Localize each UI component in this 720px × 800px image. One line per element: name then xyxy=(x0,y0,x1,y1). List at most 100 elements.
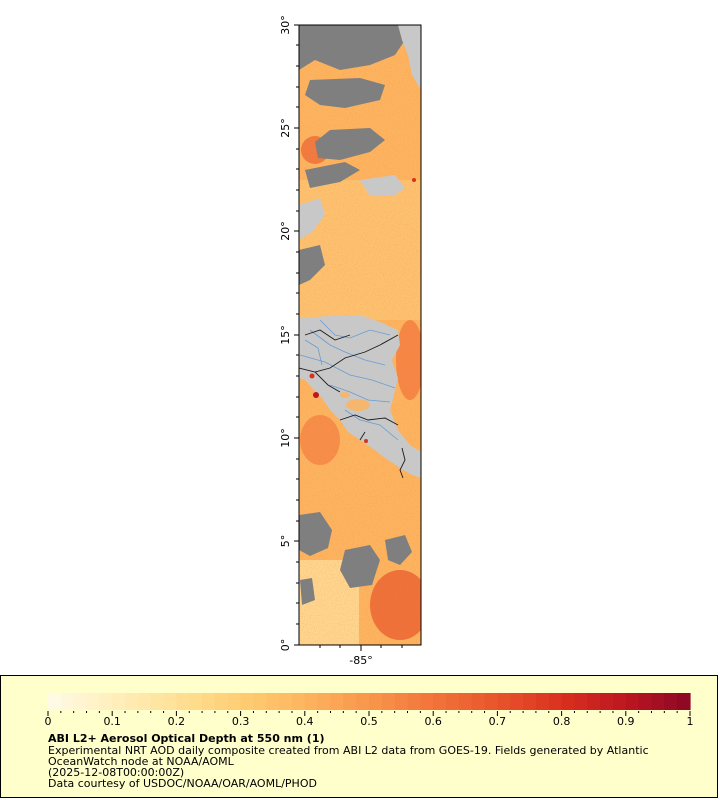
colorbar-cell xyxy=(189,693,203,710)
colorbar-cell xyxy=(266,693,280,710)
legend-credit: Data courtesy of USDOC/NOAA/OAR/AOML/PHO… xyxy=(48,777,317,790)
colorbar-cell xyxy=(227,693,242,710)
cloud-region xyxy=(299,25,405,70)
cloud-region xyxy=(340,545,380,588)
cloud-region xyxy=(300,578,315,605)
y-tick-label: 0° xyxy=(279,639,292,652)
colorbar-cell xyxy=(99,693,113,710)
high-aod-patch xyxy=(396,320,421,400)
colorbar-cell xyxy=(664,693,678,710)
colorbar-cell xyxy=(510,693,524,710)
colorbar-cell xyxy=(484,693,498,710)
colorbar-cell xyxy=(574,693,588,710)
legend-description-line1: Experimental NRT AOD daily composite cre… xyxy=(48,744,649,757)
land-yucatan xyxy=(398,25,421,90)
land-yucatan-coast xyxy=(360,175,405,196)
y-tick-label: 25° xyxy=(279,118,292,138)
colorbar-cell xyxy=(600,693,614,710)
colorbar-cell xyxy=(240,693,255,710)
colorbar-cell xyxy=(394,693,409,710)
map-svg: 0° 5° 10° 15° 20° 25° 30° -85° xyxy=(279,15,422,667)
cloud-region xyxy=(305,162,360,188)
high-aod-patch xyxy=(370,570,421,640)
colorbar-cell xyxy=(561,693,576,710)
colorbar-tick-label: 0.2 xyxy=(168,715,186,728)
colorbar-cell xyxy=(471,693,486,710)
colorbar-cell xyxy=(163,693,177,710)
colorbar-cell xyxy=(60,693,75,710)
colorbar: 0 0.1 0.2 0.3 0.4 0.5 0.6 0.7 0.8 0.9 1 xyxy=(45,693,694,728)
lake-managua xyxy=(340,392,350,398)
colorbar-tick-label: 1 xyxy=(687,715,694,728)
cloud-region xyxy=(299,245,325,285)
colorbar-tick-label: 0.3 xyxy=(232,715,250,728)
colorbar-cell xyxy=(420,693,434,710)
colorbar-cell xyxy=(112,693,126,710)
colorbar-cell xyxy=(587,693,601,710)
colorbar-cell xyxy=(214,693,229,710)
high-aod-spot xyxy=(313,392,319,398)
lake-nicaragua xyxy=(346,399,370,411)
cloud-region xyxy=(305,78,385,108)
map-area: 0° 5° 10° 15° 20° 25° 30° -85° xyxy=(279,15,422,667)
colorbar-cell xyxy=(523,693,537,710)
colorbar-cell xyxy=(137,693,152,710)
colorbar-tick-label: 0.9 xyxy=(617,715,635,728)
colorbar-cell xyxy=(369,693,383,710)
colorbar-cell xyxy=(330,693,344,710)
legend-date: (2025-12-08T00:00:00Z) xyxy=(48,766,185,779)
colorbar-cell xyxy=(253,693,267,710)
y-tick-label: 30° xyxy=(279,15,292,35)
colorbar-cell xyxy=(304,693,319,710)
y-tick-label: 20° xyxy=(279,221,292,241)
colorbar-cell xyxy=(48,693,62,710)
colorbar-tick-label: 0.7 xyxy=(489,715,507,728)
colorbar-cell xyxy=(381,693,396,710)
legend-description-line2: OceanWatch node at NOAA/AOML xyxy=(48,755,234,768)
colorbar-cells xyxy=(48,693,691,710)
y-tick-label: 10° xyxy=(279,428,292,448)
colorbar-cell xyxy=(677,693,691,710)
x-tick-label: -85° xyxy=(349,654,372,667)
colorbar-tick-label: 0 xyxy=(45,715,52,728)
y-tick-label: 15° xyxy=(279,325,292,345)
colorbar-cell xyxy=(433,693,447,710)
x-axis-ticks xyxy=(319,645,403,651)
colorbar-tick-label: 0.4 xyxy=(296,715,314,728)
colorbar-cell xyxy=(317,693,332,710)
colorbar-cell xyxy=(150,693,165,710)
colorbar-cell xyxy=(535,693,550,710)
colorbar-tick-label: 0.8 xyxy=(553,715,571,728)
colorbar-cell xyxy=(458,693,473,710)
colorbar-tick-label: 0.6 xyxy=(424,715,442,728)
colorbar-cell xyxy=(446,693,460,710)
colorbar-cell xyxy=(202,693,216,710)
colorbar-cell xyxy=(86,693,100,710)
colorbar-cell xyxy=(125,693,139,710)
colorbar-tick-label: 0.1 xyxy=(103,715,121,728)
rivers xyxy=(299,319,399,441)
land-honduras xyxy=(299,198,325,240)
high-aod-spot xyxy=(309,373,315,379)
colorbar-ticks: 0 0.1 0.2 0.3 0.4 0.5 0.6 0.7 0.8 0.9 1 xyxy=(45,711,694,728)
y-axis-ticks xyxy=(294,24,299,646)
colorbar-cell xyxy=(73,693,88,710)
colorbar-cell xyxy=(638,693,653,710)
high-aod-spot xyxy=(364,439,368,443)
colorbar-cell xyxy=(497,693,511,710)
y-axis-minor-ticks xyxy=(296,44,299,625)
colorbar-cell xyxy=(176,693,190,710)
colorbar-cell xyxy=(279,693,293,710)
colorbar-cell xyxy=(548,693,563,710)
colorbar-tick-label: 0.5 xyxy=(360,715,378,728)
legend-panel: 0 0.1 0.2 0.3 0.4 0.5 0.6 0.7 0.8 0.9 1 ABI L2+ Ae… xyxy=(0,675,718,798)
country-borders xyxy=(299,329,406,479)
colorbar-cell xyxy=(356,693,370,710)
colorbar-cell xyxy=(651,693,665,710)
y-tick-label: 5° xyxy=(279,535,292,548)
colorbar-cell xyxy=(625,693,640,710)
colorbar-cell xyxy=(612,693,627,710)
cloud-region xyxy=(315,128,385,160)
high-aod-spot xyxy=(412,178,416,182)
cloud-region xyxy=(385,535,412,565)
